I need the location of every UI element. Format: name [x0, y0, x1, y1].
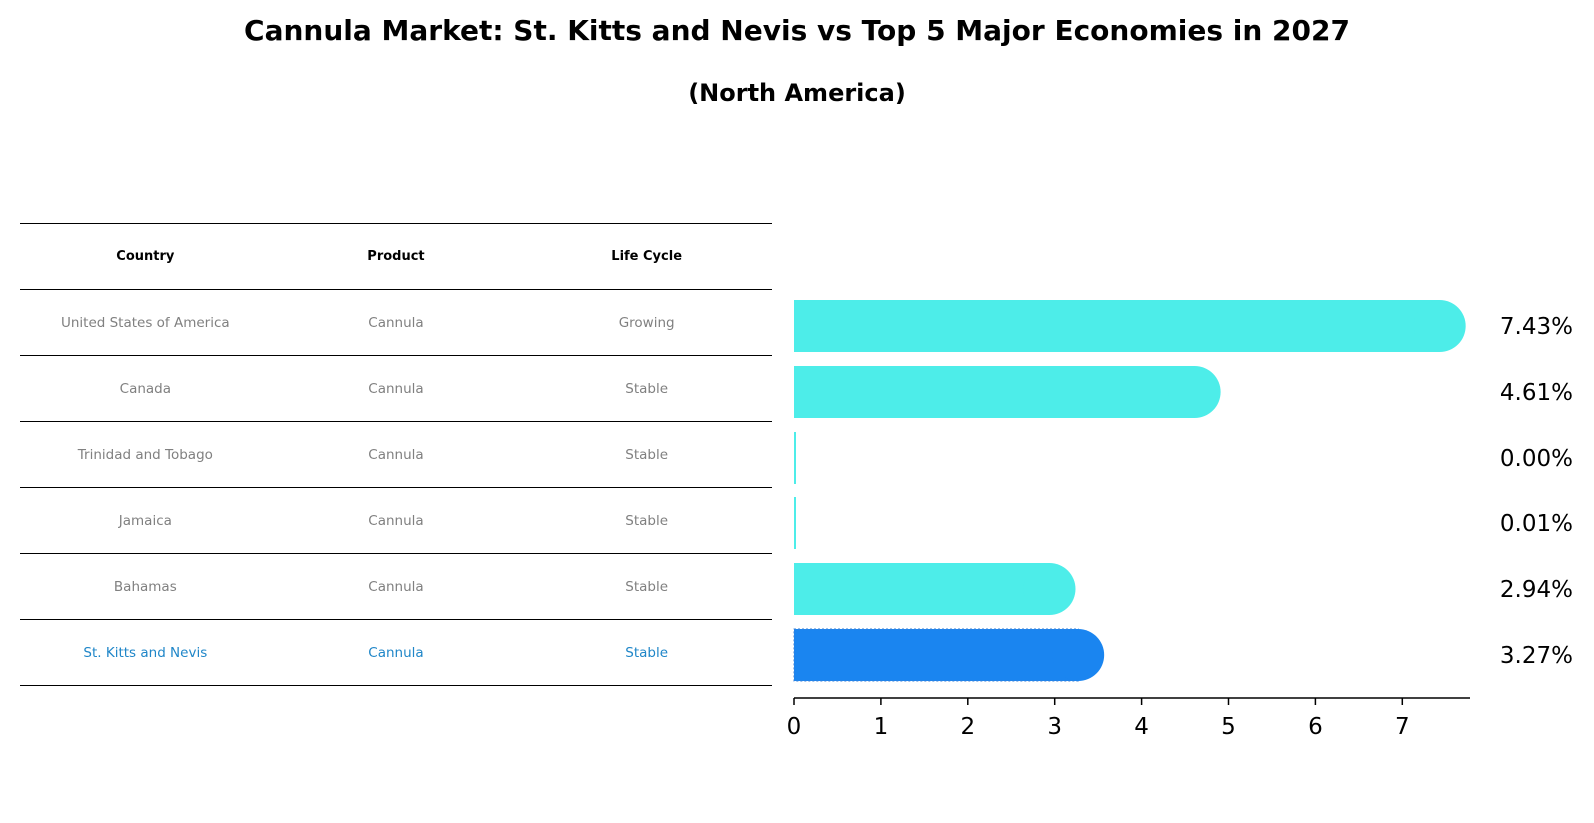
x-tick-label: 6: [1308, 714, 1323, 740]
bar: [794, 300, 1466, 352]
product-cell: Cannula: [270, 355, 522, 422]
bar: [794, 563, 1076, 615]
bar: [794, 366, 1221, 418]
country-cell: Bahamas: [20, 553, 271, 620]
chart-title: Cannula Market: St. Kitts and Nevis vs T…: [244, 14, 1350, 47]
x-tick-label: 1: [874, 714, 889, 740]
bar-value-label: 0.01%: [1500, 511, 1573, 537]
country-cell: Trinidad and Tobago: [20, 421, 271, 488]
table-row: Jamaica Cannula Stable: [20, 487, 772, 554]
product-cell: Cannula: [270, 487, 522, 554]
life-cycle-cell: Stable: [521, 355, 772, 422]
life-cycle-cell: Stable: [521, 487, 772, 554]
product-cell: Cannula: [270, 553, 522, 620]
x-tick-label: 3: [1047, 714, 1062, 740]
product-cell: Cannula: [270, 619, 522, 686]
table-row-highlighted: St. Kitts and Nevis Cannula Stable: [20, 619, 772, 686]
column-header-product: Product: [270, 223, 522, 290]
table-row: Trinidad and Tobago Cannula Stable: [20, 421, 772, 488]
country-cell: St. Kitts and Nevis: [20, 619, 271, 686]
chart-subtitle: (North America): [688, 79, 906, 107]
country-cell: Canada: [20, 355, 271, 422]
x-tick-label: 4: [1134, 714, 1149, 740]
bar-cap: [1052, 629, 1105, 681]
bar-cap: [1168, 366, 1221, 418]
bar-cap: [1023, 563, 1076, 615]
bar-value-label: 3.27%: [1500, 643, 1573, 669]
bar-body: [794, 300, 1440, 352]
country-cell: Jamaica: [20, 487, 271, 554]
bar-body: [794, 563, 1050, 615]
bar: [794, 432, 796, 484]
market-table: Country Product Life Cycle United States…: [20, 223, 772, 686]
bar-body: [793, 628, 1079, 682]
table-row: United States of America Cannula Growing: [20, 289, 772, 356]
table-row: Bahamas Cannula Stable: [20, 553, 772, 620]
bar-body: [794, 432, 796, 484]
country-cell: United States of America: [20, 289, 271, 356]
product-cell: Cannula: [270, 289, 522, 356]
x-tick-label: 2: [960, 714, 975, 740]
bar-value-label: 2.94%: [1500, 577, 1573, 603]
bar-value-label: 0.00%: [1500, 446, 1573, 472]
bar-value-label: 7.43%: [1500, 314, 1573, 340]
bar-body: [794, 497, 796, 549]
bar-cap: [1413, 300, 1466, 352]
x-tick-label: 7: [1395, 714, 1410, 740]
column-header-country: Country: [20, 223, 271, 290]
life-cycle-cell: Stable: [521, 553, 772, 620]
life-cycle-cell: Growing: [521, 289, 772, 356]
life-cycle-cell: Stable: [521, 619, 772, 686]
table-header-row: Country Product Life Cycle: [20, 223, 772, 290]
bar-body: [794, 366, 1195, 418]
bar-value-label: 4.61%: [1500, 380, 1573, 406]
bar-highlighted: [793, 628, 1105, 682]
product-cell: Cannula: [270, 421, 522, 488]
column-header-life-cycle: Life Cycle: [521, 223, 772, 290]
bar: [794, 497, 796, 549]
x-tick-label: 5: [1221, 714, 1236, 740]
table-row: Canada Cannula Stable: [20, 355, 772, 422]
x-tick-label: 0: [787, 714, 802, 740]
life-cycle-cell: Stable: [521, 421, 772, 488]
